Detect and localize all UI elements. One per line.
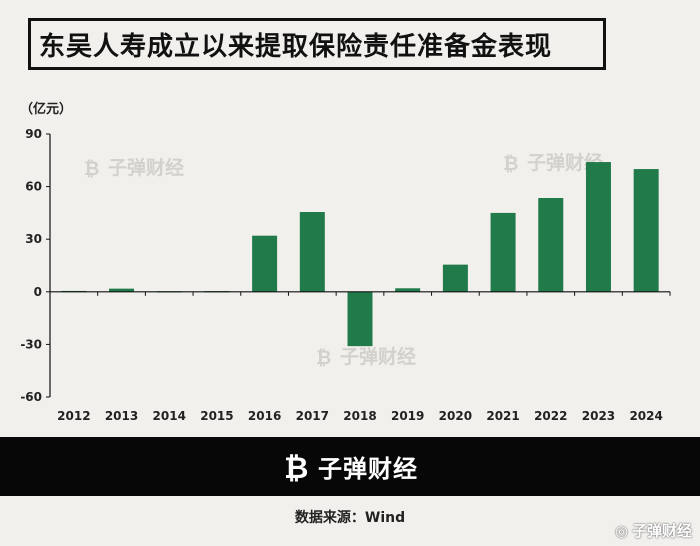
x-labels-group: 2012 2013 2014 2015 2016 2017 2018 2019 2020 2021… [57,409,663,423]
watermark-icon: ₿ [316,347,331,369]
data-source: 数据来源：Wind [294,510,406,526]
bar-2019 [395,288,421,292]
svg-text:₿: ₿ [284,451,308,484]
watermark-group: ₿ 子弹财经 ₿ 子弹财经 ₿ 子弹财经 [84,151,603,369]
chart-title: 东吴人寿成立以来提取保险责任准备金表现 [39,31,553,62]
y-tick-label: -60 [20,390,42,404]
bar-2023 [585,162,611,292]
x-tick-label: 2012 [57,409,90,423]
bars-group [61,162,659,347]
y-axis-unit: （亿元） [20,102,73,117]
y-tick-label: -30 [20,337,42,351]
watermark-icon: ₿ [503,153,518,175]
x-tick-label: 2021 [486,409,519,423]
y-tick-label: 0 [34,285,42,299]
watermark-middle: ₿ 子弹财经 [316,345,416,369]
corner-watermark-text: 子弹财经 [631,522,692,540]
weibo-icon: ◎ [614,521,628,540]
bar-2016 [252,235,278,292]
bar-2018 [347,291,373,347]
x-tick-label: 2013 [105,409,138,423]
bitcoin-logo-icon: ₿ [284,451,308,484]
bar-2024 [633,169,659,292]
y-ticks-group: 90 60 30 0 -30 -60 [20,127,50,404]
bar-2013 [109,288,135,292]
y-tick-label: 30 [25,232,42,246]
x-tick-label: 2018 [343,409,376,423]
watermark-text: 子弹财经 [527,151,603,174]
y-tick-label: 90 [25,127,42,141]
bar-2017 [299,212,325,292]
x-tick-label: 2024 [629,409,662,423]
bar-2021 [490,212,516,292]
watermark-icon: ₿ [84,158,99,180]
axes-group [49,134,671,397]
y-tick-label: 60 [25,180,42,194]
watermark-top-left: ₿ 子弹财经 [84,156,184,180]
x-tick-label: 2020 [439,409,472,423]
x-tick-label: 2015 [200,409,233,423]
watermark-text: 子弹财经 [340,345,416,368]
x-tick-label: 2017 [296,409,329,423]
watermark-text: 子弹财经 [108,156,184,179]
x-tick-label: 2023 [582,409,615,423]
footer-brand-text: 子弹财经 [318,455,418,483]
footer-band: ₿ 子弹财经 [0,437,700,496]
corner-watermark: ◎ 子弹财经 [615,520,692,541]
x-tick-label: 2014 [153,409,186,423]
x-tick-label: 2016 [248,409,281,423]
bar-2022 [538,197,564,292]
footer-brand: ₿ 子弹财经 [282,449,418,484]
title-box: 东吴人寿成立以来提取保险责任准备金表现 [28,18,606,70]
bar-2020 [442,264,468,292]
watermark-top-right: ₿ 子弹财经 [503,151,603,175]
x-tick-label: 2022 [534,409,567,423]
x-tick-label: 2019 [391,409,424,423]
